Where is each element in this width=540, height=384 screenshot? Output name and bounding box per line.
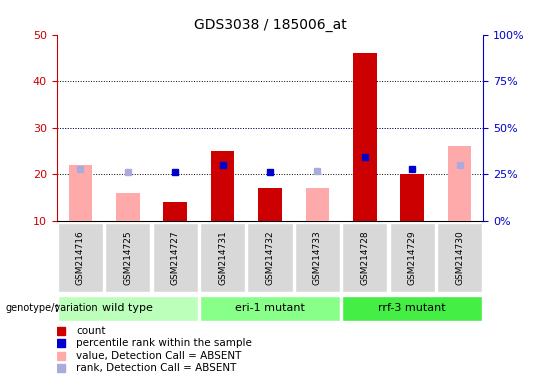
Bar bbox=[69, 165, 92, 221]
Bar bbox=[258, 188, 282, 221]
Title: GDS3038 / 185006_at: GDS3038 / 185006_at bbox=[194, 18, 346, 32]
Text: GSM214731: GSM214731 bbox=[218, 230, 227, 285]
Bar bbox=[400, 174, 424, 221]
Bar bbox=[211, 151, 234, 221]
Text: rank, Detection Call = ABSENT: rank, Detection Call = ABSENT bbox=[76, 363, 237, 373]
Text: genotype/variation: genotype/variation bbox=[5, 303, 98, 313]
Bar bbox=[448, 146, 471, 221]
Text: value, Detection Call = ABSENT: value, Detection Call = ABSENT bbox=[76, 351, 241, 361]
Text: GSM214732: GSM214732 bbox=[266, 230, 274, 285]
Text: eri-1 mutant: eri-1 mutant bbox=[235, 303, 305, 313]
Text: count: count bbox=[76, 326, 105, 336]
Bar bbox=[163, 202, 187, 221]
Text: GSM214725: GSM214725 bbox=[123, 230, 132, 285]
Text: GSM214727: GSM214727 bbox=[171, 230, 180, 285]
Bar bbox=[353, 53, 377, 221]
Text: GSM214728: GSM214728 bbox=[360, 230, 369, 285]
Text: GSM214716: GSM214716 bbox=[76, 230, 85, 285]
Text: rrf-3 mutant: rrf-3 mutant bbox=[379, 303, 446, 313]
Text: GSM214733: GSM214733 bbox=[313, 230, 322, 285]
Text: GSM214730: GSM214730 bbox=[455, 230, 464, 285]
Text: GSM214729: GSM214729 bbox=[408, 230, 417, 285]
Text: wild type: wild type bbox=[103, 303, 153, 313]
Bar bbox=[116, 193, 140, 221]
Bar bbox=[306, 188, 329, 221]
Text: percentile rank within the sample: percentile rank within the sample bbox=[76, 338, 252, 348]
